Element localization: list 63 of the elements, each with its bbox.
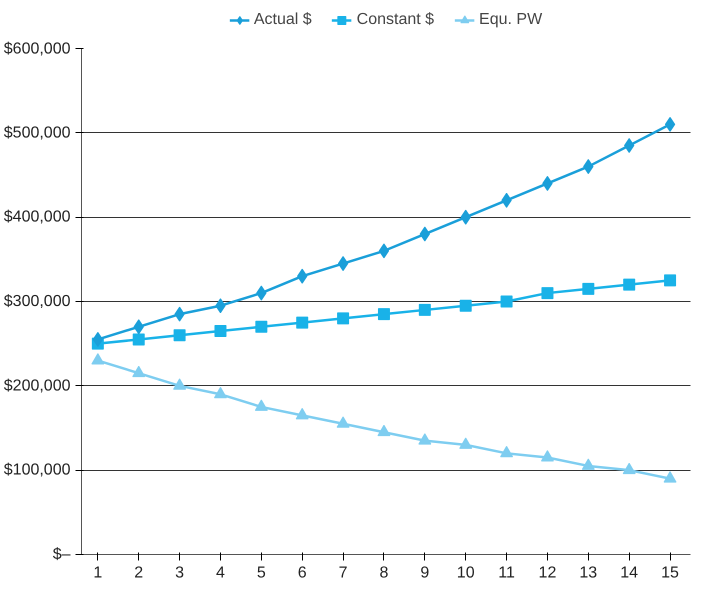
point <box>500 446 514 458</box>
y-tick-label: $500,000 <box>4 124 71 142</box>
point <box>132 333 145 346</box>
point <box>582 458 595 470</box>
y-tick-label: $300,000 <box>4 293 71 310</box>
point <box>582 282 594 295</box>
point <box>214 386 227 398</box>
point <box>256 286 267 301</box>
point <box>501 192 512 208</box>
point <box>296 316 308 329</box>
y-tick-label: $– <box>52 546 71 563</box>
point <box>254 399 268 411</box>
x-tick-label: 9 <box>420 564 430 582</box>
x-tick-label: 1 <box>93 564 102 582</box>
point <box>296 408 309 420</box>
point <box>664 471 677 483</box>
legend-label: Constant $ <box>356 11 434 29</box>
x-tick-label: 4 <box>216 564 226 582</box>
point <box>540 450 554 462</box>
point <box>377 424 390 436</box>
point <box>214 325 226 338</box>
point <box>459 437 472 449</box>
point <box>378 308 390 320</box>
point <box>664 116 676 132</box>
y-tick-label: $600,000 <box>4 40 71 58</box>
x-tick-label: 14 <box>620 564 638 582</box>
point <box>418 433 432 445</box>
point <box>336 416 350 428</box>
point <box>91 353 104 364</box>
point <box>92 332 104 347</box>
legend-label: Actual $ <box>254 11 312 29</box>
point <box>173 378 186 390</box>
y-tick-label: $100,000 <box>4 462 71 479</box>
x-tick-label: 11 <box>498 564 515 582</box>
legend-label: Equ. PW <box>479 11 542 29</box>
point <box>378 243 390 258</box>
point <box>215 298 226 314</box>
point <box>541 287 554 300</box>
y-tick-label: $200,000 <box>4 377 71 394</box>
y-tick-label: $400,000 <box>4 208 71 226</box>
point <box>460 300 472 312</box>
point <box>174 329 186 342</box>
point <box>338 256 348 272</box>
point <box>623 278 636 291</box>
x-tick-label: 6 <box>298 564 307 582</box>
point <box>418 304 431 316</box>
x-tick-label: 7 <box>338 564 348 582</box>
x-tick-label: 10 <box>456 564 475 582</box>
point <box>500 296 513 308</box>
point <box>664 274 676 286</box>
point <box>337 312 350 324</box>
x-tick-label: 13 <box>579 564 598 582</box>
point <box>132 366 146 378</box>
x-tick-label: 8 <box>380 564 389 582</box>
point <box>174 306 185 322</box>
x-tick-label: 12 <box>538 564 556 582</box>
x-tick-label: 2 <box>134 564 144 582</box>
x-tick-label: 5 <box>256 564 266 582</box>
point <box>255 320 268 333</box>
x-tick-label: 3 <box>175 564 184 582</box>
point <box>542 176 553 191</box>
point <box>622 462 636 474</box>
x-tick-label: 15 <box>661 564 680 582</box>
